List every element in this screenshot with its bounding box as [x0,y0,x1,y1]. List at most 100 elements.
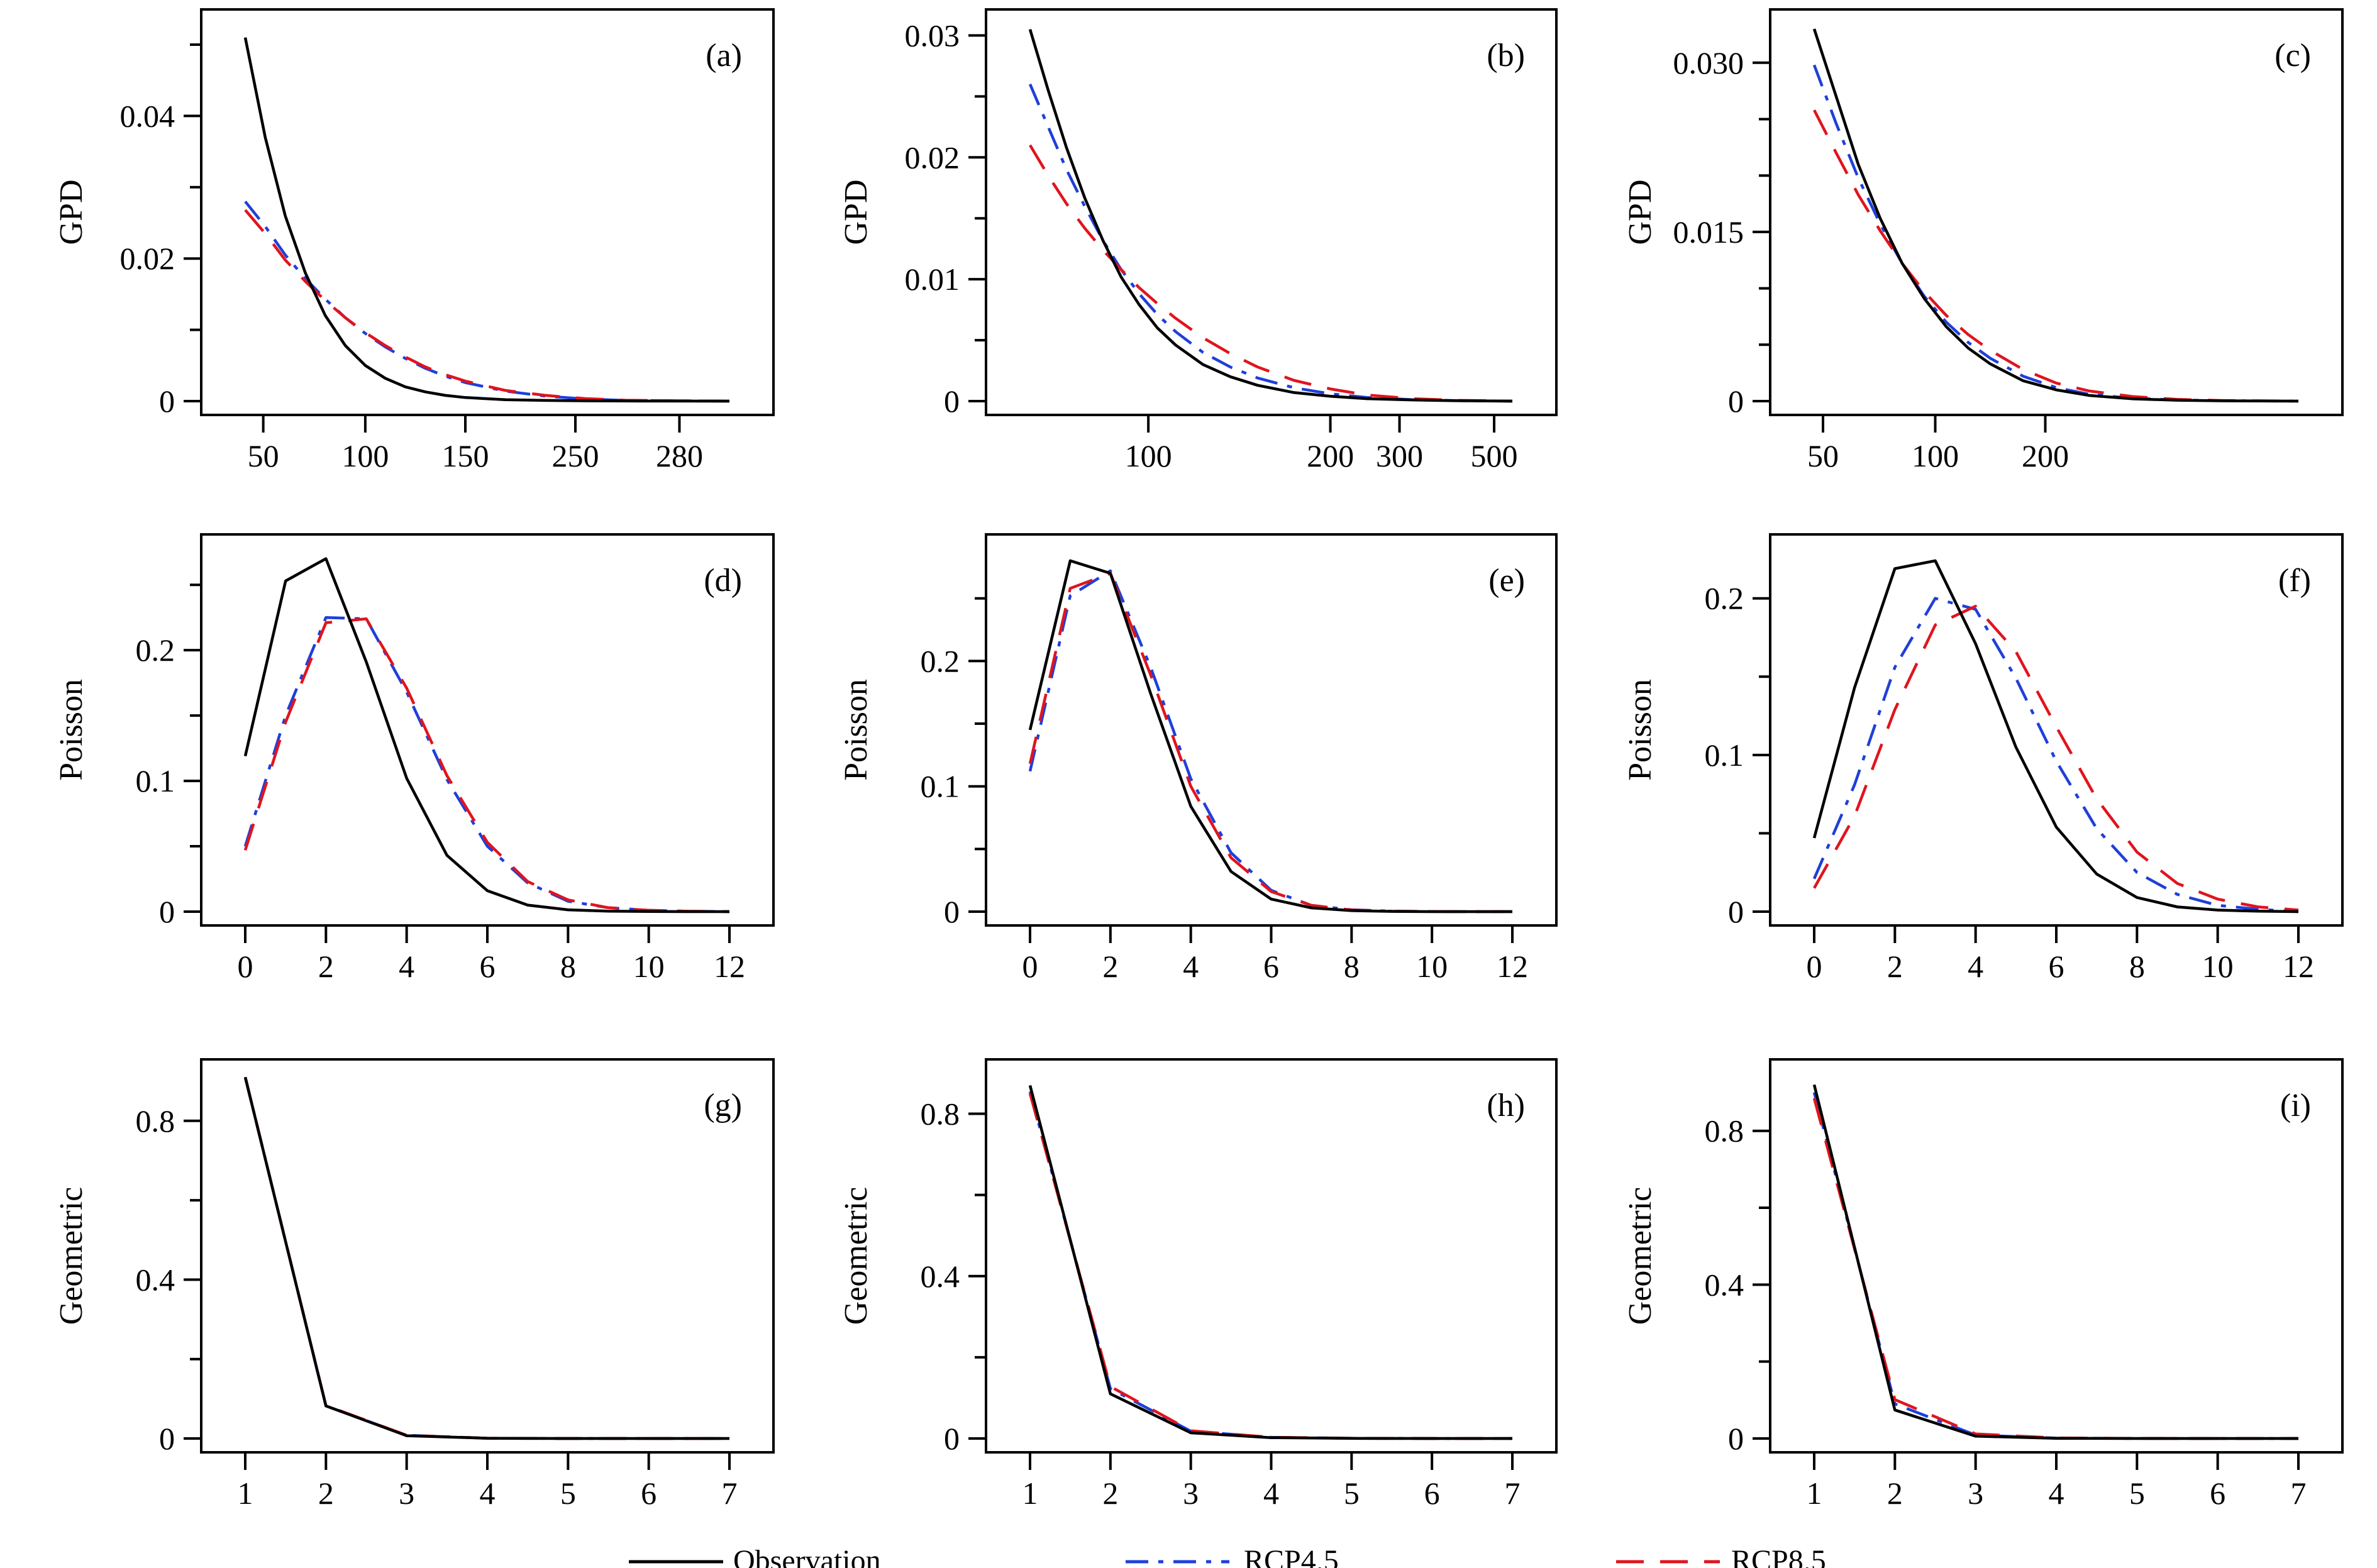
x-tick-label: 6 [2049,949,2064,984]
panel-label: (i) [2280,1088,2311,1124]
x-tick-label: 4 [1263,1476,1279,1511]
x-tick-label: 7 [722,1476,738,1511]
x-tick-label: 8 [560,949,576,984]
y-axis-label: GPD [838,179,874,245]
plot-frame-a [200,8,775,416]
y-tick-label: 0 [1728,384,1744,419]
x-tick-label: 0 [1022,949,1038,984]
y-tick-label: 0.01 [905,262,960,297]
x-tick-label: 4 [480,1476,496,1511]
x-tick-label: 10 [1416,949,1448,984]
x-tick-label: 0 [238,949,253,984]
x-tick-label: 200 [2022,438,2069,473]
series-line-observation [1028,29,1513,403]
y-axis-label: Geometric [1622,1187,1658,1325]
x-tick-label: 12 [2283,949,2314,984]
y-tick-label: 0.4 [1705,1267,1744,1302]
panel-label: (c) [2274,38,2311,74]
x-tick-label: 1 [238,1476,253,1511]
y-axis-label: Geometric [53,1187,89,1325]
x-tick-label: 12 [1497,949,1528,984]
y-tick-label: 0.1 [1705,737,1744,773]
panel-label: (b) [1487,38,1525,74]
series-line-observation [243,37,730,403]
panel-label: (d) [704,563,742,599]
x-tick-label: 2 [1887,1476,1903,1511]
x-tick-label: 8 [1344,949,1360,984]
x-tick-label: 2 [1887,949,1903,984]
y-axis-label: Poisson [53,679,89,781]
x-tick-label: 5 [560,1476,576,1511]
y-tick-label: 0.8 [136,1103,175,1139]
x-tick-label: 6 [641,1476,657,1511]
series-line-rcp85 [1813,604,2299,912]
x-tick-label: 5 [2129,1476,2145,1511]
plot-frame-e [985,533,1558,927]
panel-label: (g) [704,1088,742,1124]
y-tick-label: 0.04 [120,98,175,133]
x-tick-label: 150 [442,438,489,473]
y-axis-label: GPD [53,179,89,245]
x-tick-label: 5 [1344,1476,1360,1511]
x-tick-label: 7 [2291,1476,2307,1511]
series-line-rcp45 [1812,597,2299,914]
legend: Observation RCP4.5 RCP8.5 [629,1544,1826,1568]
panel-d: 0 0.1 0.2 0 2 4 6 8 10 12 Poisson (d) [53,533,775,984]
series-line-rcp85 [1029,144,1513,403]
y-tick-label: 0 [944,1421,960,1456]
x-tick-label: 200 [1307,438,1354,473]
x-tick-label: 100 [1912,438,1959,473]
series-line-rcp85 [1028,1093,1512,1440]
x-tick-label: 3 [1968,1476,1983,1511]
x-tick-label: 2 [1102,1476,1118,1511]
x-tick-label: 50 [248,438,279,473]
series-line-rcp85 [1028,571,1512,914]
panel-e: 0 0.1 0.2 0 2 4 6 8 10 12 Poisson (e) [838,533,1558,984]
y-tick-label: 0 [944,894,960,929]
y-axis-label: Geometric [838,1187,874,1325]
series-line-observation [1812,1084,2298,1440]
legend-label-observation: Observation [733,1544,881,1568]
series-line-observation [243,557,729,914]
y-tick-label: 0.02 [905,140,960,175]
series-line-rcp45 [1028,569,1512,914]
x-tick-label: 4 [1968,949,1983,984]
panel-b: 0 0.01 0.02 0.03 100 200 300 500 GPD (b) [838,8,1558,473]
series-line-rcp45 [243,616,730,914]
x-tick-label: 6 [1424,1476,1440,1511]
panel-h: 0 0.4 0.8 1 2 3 4 5 6 7 Geometric (h) [838,1058,1558,1511]
series-line-observation [243,1076,729,1440]
series-line-rcp85 [1812,109,2299,403]
x-tick-label: 250 [552,438,599,473]
y-tick-label: 0 [944,384,960,419]
y-tick-label: 0.2 [921,643,960,678]
x-tick-label: 50 [1807,438,1839,473]
x-tick-label: 100 [341,438,389,473]
panel-i: 0 0.4 0.8 1 2 3 4 5 6 7 Geometric (i) [1622,1058,2344,1511]
series-line-rcp85 [1812,1098,2298,1440]
x-tick-label: 4 [2049,1476,2064,1511]
plot-frame-g [200,1058,775,1454]
y-tick-label: 0 [159,384,175,419]
y-tick-label: 0.8 [1705,1113,1744,1149]
x-tick-label: 100 [1125,438,1172,473]
series-line-rcp45 [243,1076,729,1440]
x-tick-label: 1 [1022,1476,1038,1511]
y-tick-label: 0.8 [921,1096,960,1132]
y-tick-label: 0.4 [136,1262,175,1297]
plot-frame-c [1769,8,2344,416]
panel-f: 0 0.1 0.2 0 2 4 6 8 10 12 Poisson (f) [1622,533,2344,984]
plot-frame-b [985,8,1558,416]
legend-label-rcp85: RCP8.5 [1731,1544,1826,1568]
y-tick-label: 0.030 [1673,45,1744,80]
x-tick-label: 10 [633,949,665,984]
y-tick-label: 0.015 [1673,214,1744,250]
panel-g: 0 0.4 0.8 1 2 3 4 5 6 7 Geometric (g) [53,1058,775,1511]
panel-label: (e) [1488,563,1525,599]
y-tick-label: 0 [159,1421,175,1456]
x-tick-label: 2 [1102,949,1118,984]
series-line-rcp45 [1812,64,2299,403]
plot-frame-h [985,1058,1558,1454]
x-tick-label: 4 [399,949,414,984]
y-tick-label: 0.1 [136,763,175,798]
